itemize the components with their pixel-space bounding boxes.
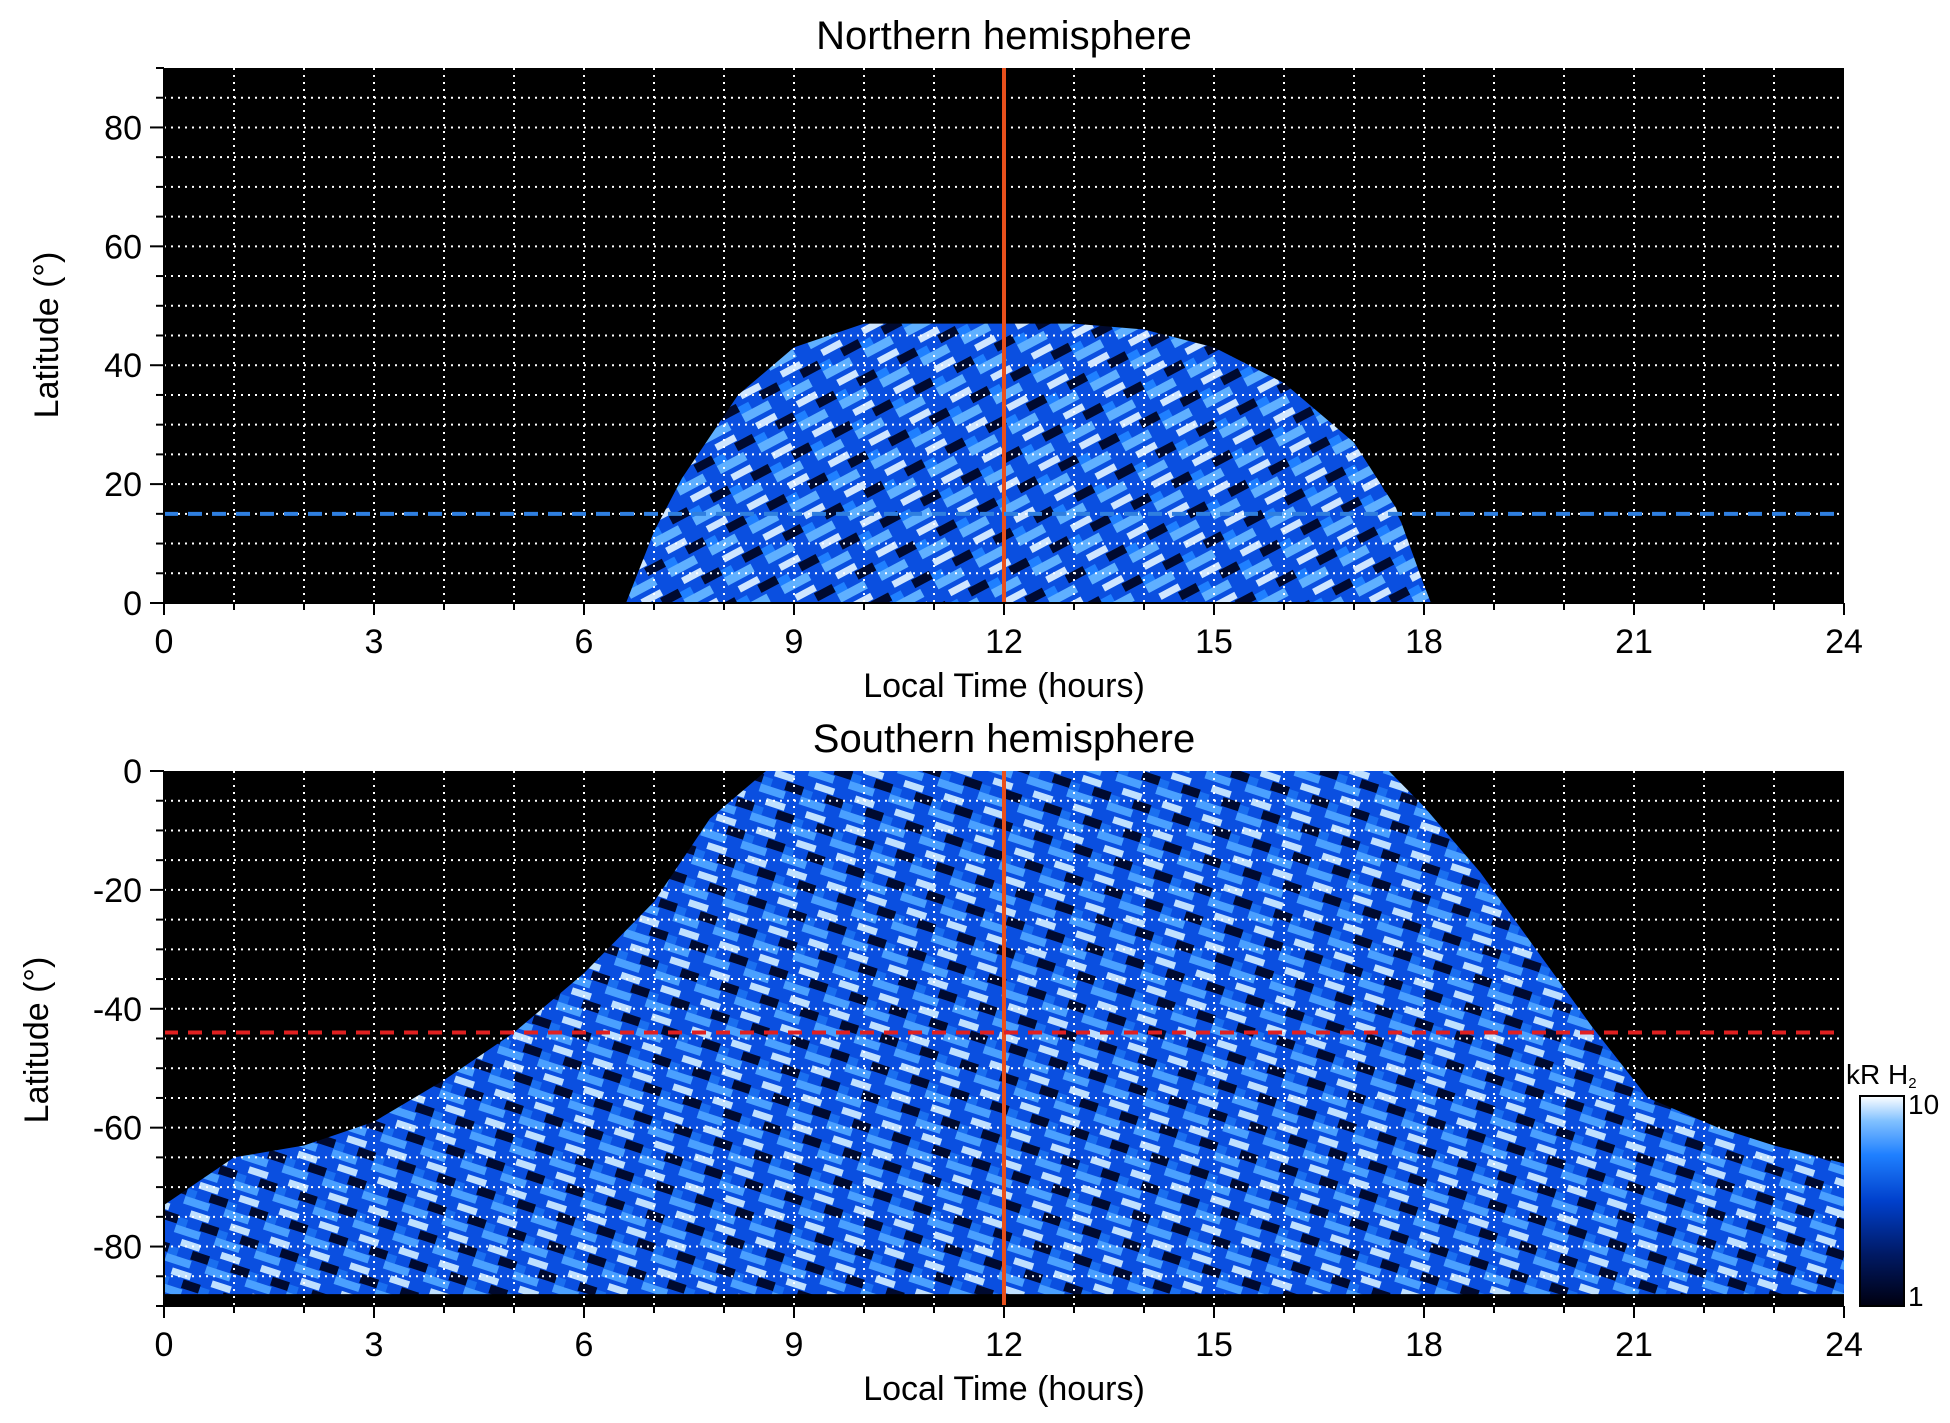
x-tick-label: 15 xyxy=(1195,1326,1233,1364)
southern-chart-title: Southern hemisphere xyxy=(813,717,1195,761)
x-tick-label: 21 xyxy=(1615,623,1653,661)
northern-y-axis-label: Latitude (°) xyxy=(28,252,66,419)
southern-x-axis-label: Local Time (hours) xyxy=(863,1370,1145,1408)
y-tick-label: 60 xyxy=(104,228,142,266)
x-tick-label: 18 xyxy=(1405,623,1443,661)
northern-axes: 0 3 6 9 12 15 18 21 24 0 20 40 60 80 xyxy=(104,67,1863,661)
northern-hemisphere-panel: Northern hemisphere 0 3 6 9 12 15 18 21 24 0 20 40 6… xyxy=(28,14,1863,705)
x-tick-label: 6 xyxy=(575,623,594,661)
southern-axes: 0 3 6 9 12 15 18 21 24 0 -20 -40 -60 -80 xyxy=(93,753,1863,1364)
colorbar-label: kR H2 xyxy=(1846,1059,1917,1092)
colorbar-min-label: 1 xyxy=(1908,1281,1924,1312)
x-tick-label: 6 xyxy=(575,1326,594,1364)
x-tick-label: 12 xyxy=(985,1326,1023,1364)
colorbar-unit: kR H xyxy=(1846,1059,1908,1090)
colorbar: kR H2 10 1 xyxy=(1846,1059,1939,1312)
x-tick-label: 21 xyxy=(1615,1326,1653,1364)
y-tick-label: -20 xyxy=(93,872,142,910)
southern-hemisphere-panel: Southern hemisphere 0 3 6 9 12 15 18 21 24 0 -20 -4… xyxy=(18,717,1863,1408)
colorbar-subscript: 2 xyxy=(1908,1075,1916,1092)
y-tick-label: 0 xyxy=(123,585,142,623)
x-tick-label: 0 xyxy=(155,1326,174,1364)
northern-chart-title: Northern hemisphere xyxy=(816,14,1192,58)
x-tick-label: 15 xyxy=(1195,623,1233,661)
x-tick-label: 12 xyxy=(985,623,1023,661)
colorbar-max-label: 10 xyxy=(1908,1089,1939,1120)
southern-reference-lines xyxy=(164,771,1844,1306)
x-tick-label: 9 xyxy=(785,1326,804,1364)
y-tick-label: 80 xyxy=(104,109,142,147)
x-tick-label: 24 xyxy=(1825,623,1863,661)
northern-reference-lines xyxy=(164,68,1844,603)
y-tick-label: 20 xyxy=(104,466,142,504)
x-tick-label: 0 xyxy=(155,623,174,661)
x-tick-label: 9 xyxy=(785,623,804,661)
y-tick-label: -40 xyxy=(93,991,142,1029)
northern-x-axis-label: Local Time (hours) xyxy=(863,667,1145,705)
x-tick-label: 18 xyxy=(1405,1326,1443,1364)
colorbar-gradient xyxy=(1859,1095,1905,1307)
y-tick-label: 0 xyxy=(123,753,142,791)
x-tick-label: 3 xyxy=(365,1326,384,1364)
x-tick-label: 24 xyxy=(1825,1326,1863,1364)
y-tick-label: 40 xyxy=(104,347,142,385)
northern-emission-region xyxy=(626,323,1431,603)
y-tick-label: -60 xyxy=(93,1110,142,1148)
x-tick-label: 3 xyxy=(365,623,384,661)
y-tick-label: -80 xyxy=(93,1229,142,1267)
southern-y-axis-label: Latitude (°) xyxy=(18,957,56,1124)
